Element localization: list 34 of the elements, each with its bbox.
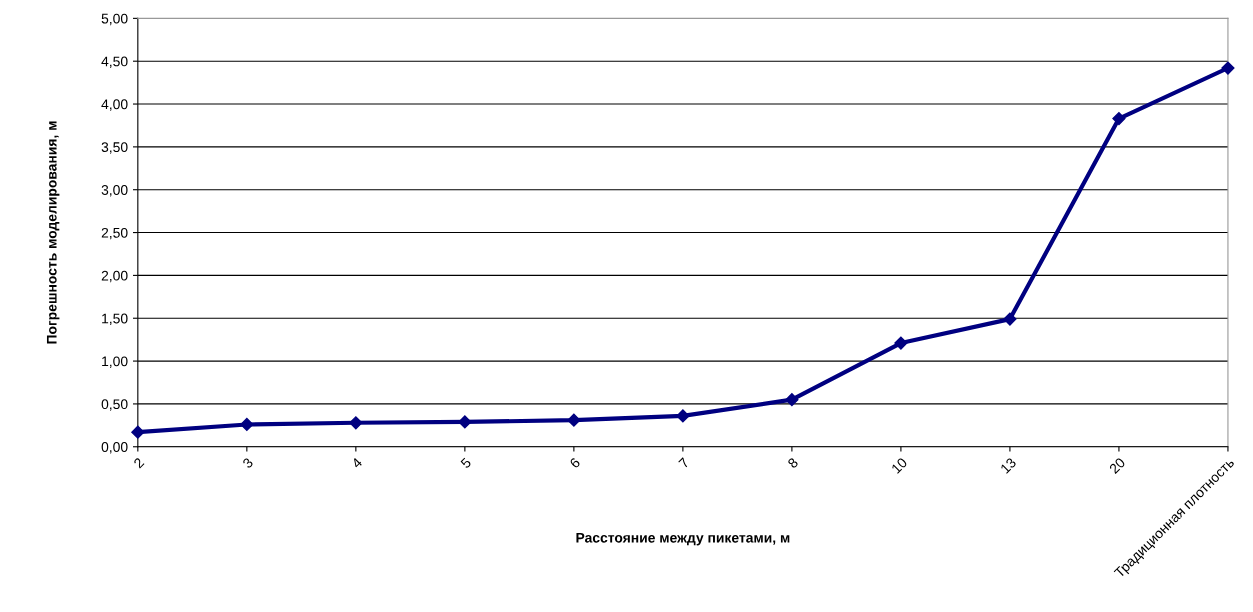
y-tick-label: 0,50 [101, 399, 128, 411]
x-tick-label: 10 [890, 457, 908, 474]
y-tick-label: 4,00 [101, 99, 128, 111]
y-tick-label: 2,50 [101, 227, 128, 240]
x-tick-label: 6 [569, 457, 581, 469]
point [131, 425, 145, 439]
point [567, 413, 581, 427]
point [458, 415, 472, 429]
y-tick-label: 5,00 [101, 13, 128, 26]
point [676, 409, 690, 423]
x-tick-label: 20 [1108, 457, 1126, 475]
point [240, 417, 254, 432]
y-tick-label: 2,00 [101, 270, 128, 283]
x-tick-label: 3 [242, 457, 254, 469]
y-axis-title: Погрешность моделирования, м [46, 121, 60, 344]
point [1003, 312, 1017, 326]
x-tick-label: 8 [787, 457, 799, 469]
y-tick-label: 1,50 [102, 313, 128, 326]
x-tick-label: 7 [678, 457, 690, 469]
x-axis-title: Расстояние между пикетами, м [576, 532, 790, 546]
x-tick-label: 13 [1000, 457, 1017, 474]
y-tick-label: 1,00 [102, 356, 128, 368]
x-tick-label: 2 [133, 457, 145, 469]
point [1112, 112, 1126, 126]
point [1221, 61, 1235, 75]
x-tick-label: 4 [350, 457, 363, 469]
point [894, 336, 908, 350]
point [785, 393, 799, 407]
y-tick-label: 3,00 [101, 185, 128, 197]
point [349, 416, 363, 430]
x-tick-label: 5 [460, 457, 472, 469]
y-tick-label: 0,00 [101, 442, 128, 454]
y-tick-label: 4,50 [101, 56, 128, 69]
y-tick-label: 3,50 [101, 142, 128, 154]
